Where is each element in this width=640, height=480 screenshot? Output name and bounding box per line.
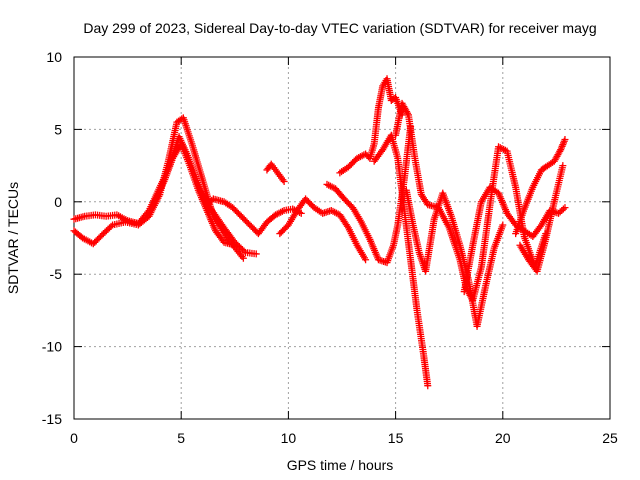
y-tick-label: -10 <box>42 339 62 355</box>
data-point <box>240 247 248 255</box>
series-sat-track-9 <box>370 131 432 390</box>
data-point <box>362 256 370 264</box>
series-sat-track-14 <box>516 162 567 275</box>
y-tick-label: -5 <box>50 266 63 282</box>
data-point <box>252 250 260 258</box>
series-sat-track-13 <box>512 136 569 238</box>
x-tick-label: 0 <box>70 430 78 446</box>
x-tick-label: 20 <box>495 430 511 446</box>
series-sat-track-5 <box>263 160 288 186</box>
series-sat-track-3 <box>151 140 239 249</box>
y-tick-label: 10 <box>46 49 62 65</box>
x-tick-labels: 0 5 10 15 20 25 <box>70 430 618 446</box>
y-tick-label: 0 <box>54 194 62 210</box>
data-point <box>556 147 564 155</box>
chart-title: Day 299 of 2023, Sidereal Day-to-day VTE… <box>83 20 596 36</box>
data-point <box>559 162 567 170</box>
y-tick-labels: -15 -10 -5 0 5 10 <box>42 49 62 427</box>
series-sat-track-11 <box>402 186 507 330</box>
series-sat-track-12 <box>460 183 569 296</box>
data-points <box>70 75 569 390</box>
x-tick-label: 15 <box>388 430 404 446</box>
data-point <box>280 178 288 186</box>
y-tick-label: -15 <box>42 411 62 427</box>
plot-frame <box>73 56 611 420</box>
data-point <box>561 136 569 144</box>
data-point <box>559 205 567 213</box>
grid-lines <box>74 57 610 419</box>
data-point <box>404 109 412 117</box>
data-point <box>107 222 115 230</box>
y-tick-label: 5 <box>54 121 62 137</box>
data-point <box>424 382 432 390</box>
data-point <box>343 222 351 230</box>
x-tick-label: 5 <box>177 430 185 446</box>
y-axis-label: SDTVAR / TECUs <box>5 182 21 294</box>
series-sat-track-6 <box>276 195 370 264</box>
data-point <box>239 254 247 262</box>
x-axis-label: GPS time / hours <box>287 457 394 473</box>
data-point <box>499 221 507 229</box>
x-tick-label: 25 <box>602 430 618 446</box>
series-sat-track-8 <box>336 75 406 177</box>
x-tick-label: 10 <box>281 430 297 446</box>
data-point <box>297 209 305 217</box>
data-point <box>231 241 239 249</box>
axis-ticks <box>73 56 611 420</box>
data-point <box>561 204 569 212</box>
